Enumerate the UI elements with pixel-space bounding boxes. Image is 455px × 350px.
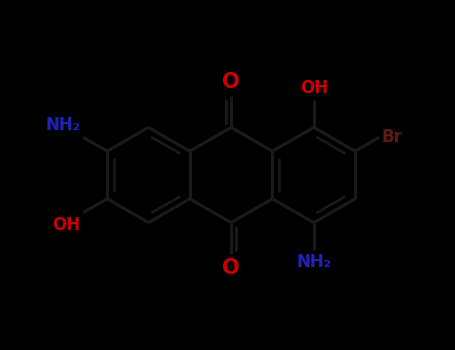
- Text: NH₂: NH₂: [296, 253, 331, 271]
- Text: OH: OH: [300, 79, 328, 97]
- Text: NH₂: NH₂: [45, 116, 80, 134]
- Text: O: O: [222, 72, 240, 92]
- Text: OH: OH: [52, 216, 80, 234]
- Text: O: O: [222, 258, 240, 278]
- Text: Br: Br: [381, 128, 402, 146]
